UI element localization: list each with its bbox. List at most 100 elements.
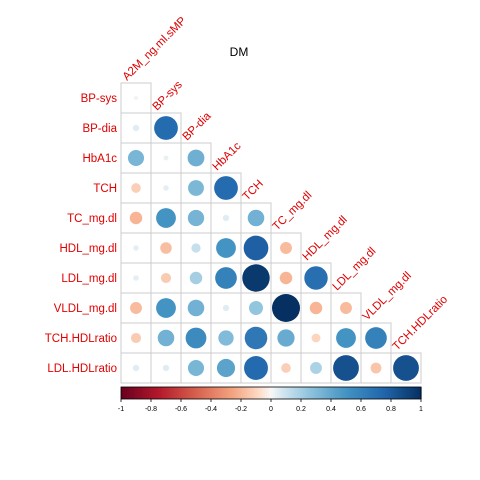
corr-circle-6-1 (160, 272, 172, 284)
corr-circle-1-1 (154, 116, 178, 140)
colorbar-segment (217, 387, 220, 399)
colorbar-segment (275, 387, 278, 399)
corr-circle-6-3 (215, 267, 237, 289)
colorbar-segment (323, 387, 326, 399)
colorbar-segment (203, 387, 206, 399)
colorbar-segment (139, 387, 142, 399)
colorbar-segment (271, 387, 274, 399)
colorbar-segment (187, 387, 190, 399)
colorbar-segment (263, 387, 266, 399)
colorbar-segment (241, 387, 244, 399)
corr-circle-4-0 (129, 211, 143, 225)
colorbar-segment (229, 387, 232, 399)
row-label: TCH (93, 183, 117, 195)
corr-circle-7-5 (272, 294, 300, 322)
colorbar-segment (341, 387, 344, 399)
corr-circle-5-0 (133, 245, 139, 251)
colorbar-segment (173, 387, 176, 399)
colorbar-segment (245, 387, 248, 399)
colorbar-segment (225, 387, 228, 399)
colorbar-segment (163, 387, 166, 399)
colorbar-segment (393, 387, 396, 399)
colorbar-segment (311, 387, 314, 399)
colorbar-segment (337, 387, 340, 399)
colorbar-segment (307, 387, 310, 399)
colorbar-segment (389, 387, 392, 399)
corr-circle-9-5 (281, 363, 291, 373)
colorbar-segment (313, 387, 316, 399)
row-label: LDL_mg.dl (61, 273, 117, 285)
row-label: TC_mg.dl (67, 213, 117, 225)
colorbar-segment (133, 387, 136, 399)
colorbar-segment (293, 387, 296, 399)
colorbar-segment (361, 387, 364, 399)
colorbar-segment (353, 387, 356, 399)
colorbar-segment (351, 387, 354, 399)
corr-circle-4-1 (156, 208, 176, 228)
column-label: TCH.HDLratio (391, 294, 451, 354)
colorbar-segment (277, 387, 280, 399)
colorbar-segment (415, 387, 418, 399)
colorbar-segment (153, 387, 156, 399)
corr-circle-5-5 (280, 242, 292, 254)
colorbar-segment (383, 387, 386, 399)
colorbar-segment (321, 387, 324, 399)
column-label: BP-dia (181, 110, 214, 143)
row-label: HbA1c (82, 153, 117, 165)
colorbar-segment (377, 387, 380, 399)
colorbar-segment (333, 387, 336, 399)
colorbar-segment (161, 387, 164, 399)
corr-circle-9-9 (393, 355, 419, 381)
colorbar-segment (367, 387, 370, 399)
colorbar-segment (179, 387, 182, 399)
colorbar-segment (197, 387, 200, 399)
column-label: A2M_ng.ml.sMP (121, 15, 189, 83)
colorbar-segment (269, 387, 272, 399)
colorbar-segment (125, 387, 128, 399)
colorbar-segment (327, 387, 330, 399)
colorbar-tick-label: 0.2 (296, 406, 306, 413)
column-label: VLDL_mg.dl (361, 270, 414, 323)
colorbar-segment (343, 387, 346, 399)
colorbar-segment (233, 387, 236, 399)
colorbar-segment (137, 387, 140, 399)
colorbar-segment (289, 387, 292, 399)
colorbar-segment (365, 387, 368, 399)
colorbar-segment (165, 387, 168, 399)
colorbar-segment (335, 387, 338, 399)
colorbar-tick-label: 0.4 (326, 406, 336, 413)
colorbar-tick-label: -0.2 (235, 406, 247, 413)
corr-circle-5-1 (160, 242, 172, 254)
colorbar-tick-label: -0.6 (175, 406, 187, 413)
corr-circle-7-3 (222, 304, 230, 312)
corr-circle-8-7 (336, 328, 356, 348)
colorbar-segment (381, 387, 384, 399)
corr-circle-2-1 (163, 155, 169, 161)
colorbar-segment (385, 387, 388, 399)
colorbar-segment (169, 387, 172, 399)
colorbar-segment (129, 387, 132, 399)
colorbar-segment (305, 387, 308, 399)
corr-circle-2-2 (187, 149, 205, 167)
corr-circle-9-0 (132, 364, 140, 372)
colorbar-segment (205, 387, 208, 399)
corr-circle-9-4 (244, 356, 268, 380)
colorbar-segment (235, 387, 238, 399)
colorbar-segment (299, 387, 302, 399)
colorbar-segment (143, 387, 146, 399)
colorbar-segment (127, 387, 130, 399)
grid-cell (120, 262, 152, 294)
colorbar-segment (417, 387, 420, 399)
colorbar-segment (379, 387, 382, 399)
corr-circle-4-2 (187, 209, 205, 227)
colorbar-segment (191, 387, 194, 399)
colorbar-segment (283, 387, 286, 399)
corr-circle-9-7 (333, 355, 359, 381)
colorbar-segment (253, 387, 256, 399)
colorbar-segment (319, 387, 322, 399)
colorbar-segment (231, 387, 234, 399)
colorbar-segment (267, 387, 270, 399)
colorbar-segment (403, 387, 406, 399)
colorbar-segment (419, 387, 422, 399)
column-label: TC_mg.dl (271, 189, 315, 233)
